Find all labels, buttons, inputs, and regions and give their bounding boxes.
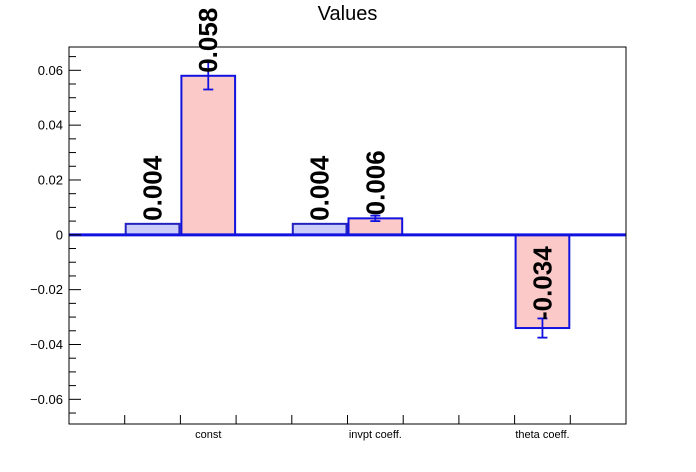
bar-pink <box>180 74 237 236</box>
chart-title: Values <box>317 3 378 25</box>
bar-value-label: 0.004 <box>138 155 168 221</box>
y-tick-label: −0.04 <box>30 337 63 352</box>
y-tick-label: 0 <box>56 227 63 242</box>
y-tick-label: 0.04 <box>38 118 63 133</box>
y-tick-label: 0.02 <box>38 172 63 187</box>
y-tick-label: 0.06 <box>38 63 63 78</box>
bar-blue <box>291 222 348 236</box>
x-category-label: invpt coeff. <box>349 429 402 441</box>
bar-value-label: 0.004 <box>305 155 335 221</box>
bar-value-label: -0.034 <box>527 246 557 320</box>
y-tick-label: −0.06 <box>30 392 63 407</box>
bar-value-label: 0.058 <box>193 8 223 73</box>
y-tick-label: −0.02 <box>30 282 63 297</box>
bar-value-label: 0.006 <box>360 150 390 215</box>
x-category-label: theta coeff. <box>515 429 569 441</box>
x-category-label: const <box>195 429 221 441</box>
bar-blue <box>124 222 181 236</box>
